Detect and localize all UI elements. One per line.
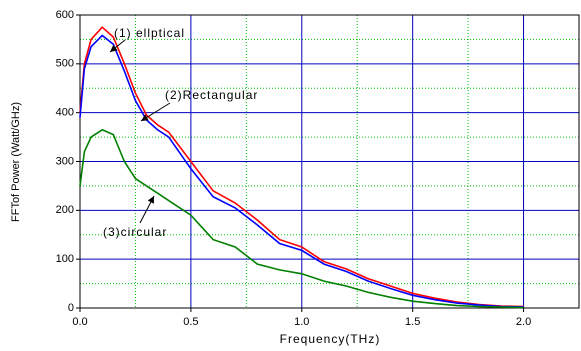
y-tick-label: 100 [56,253,74,265]
annotation-arrow [109,39,126,53]
y-tick-label: 200 [56,204,74,216]
x-tick-label: 0.0 [72,316,87,328]
series-line [79,128,524,309]
y-tick-label: 300 [56,155,74,167]
x-tick-label: 1.5 [405,316,420,328]
x-tick-label: 2.0 [516,316,531,328]
x-axis-label: Frequency(THz) [280,332,381,346]
y-tick-label: 600 [56,9,74,21]
y-axis-label: FFTof Power (Watt/GHz) [10,102,22,222]
annotation-arrow [139,195,155,224]
y-tick-label: 0 [68,302,74,314]
series-annotation: (3)circular [103,225,167,239]
y-tick-label: 500 [56,58,74,70]
x-tick-label: 1.0 [294,316,309,328]
series-annotation: (2)Rectangular [165,88,258,102]
x-tick-label: 0.5 [183,316,198,328]
plot-frame [79,14,580,309]
y-tick-label: 400 [56,107,74,119]
series-line [79,26,524,308]
annotation-arrow [140,102,171,122]
series-annotation: (1) ellptical [114,26,185,40]
